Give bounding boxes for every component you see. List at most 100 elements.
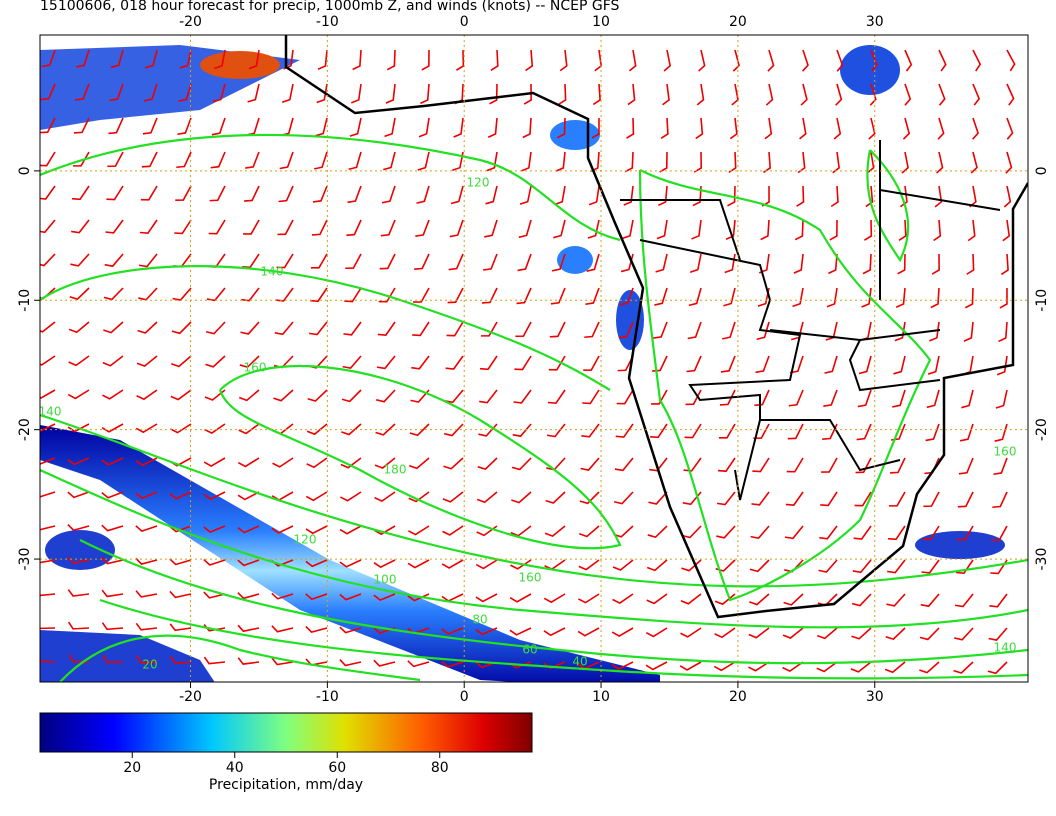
wind-barb: [660, 117, 669, 140]
wind-barb: [170, 423, 192, 434]
wind-barb: [936, 151, 944, 174]
wind-barb: [475, 559, 498, 570]
wind-barb: [101, 423, 124, 433]
wind-barb: [549, 321, 566, 338]
wind-barb: [305, 593, 328, 601]
wind-barb: [441, 559, 464, 569]
x-tick-label: 30: [866, 689, 884, 705]
contour-label: 140: [39, 405, 62, 419]
wind-barb: [40, 423, 56, 432]
wind-barb: [723, 287, 736, 307]
precip-area: [550, 120, 600, 150]
wind-barb: [828, 253, 838, 275]
wind-barb: [792, 287, 804, 308]
wind-barb: [480, 321, 498, 337]
wind-barb: [519, 185, 532, 205]
wind-barb: [138, 287, 158, 301]
wind-barb: [174, 219, 192, 235]
colorbar-tick-label: 80: [431, 760, 449, 776]
wind-barb: [785, 491, 804, 506]
wind-barb: [695, 117, 704, 140]
wind-barb: [823, 389, 838, 407]
wind-barb: [623, 185, 634, 206]
wind-barb: [271, 657, 294, 666]
borders: [620, 140, 1001, 501]
y-tick-label: 0: [1034, 166, 1050, 175]
wind-barb: [214, 49, 226, 70]
colorbar-tick-label: 20: [123, 760, 141, 776]
wind-barb: [662, 83, 670, 106]
wind-barb: [558, 83, 567, 105]
wind-barb: [135, 457, 158, 467]
wind-barb: [994, 423, 1008, 442]
coastline: [284, 35, 1028, 619]
precip-area: [40, 630, 215, 682]
wind-barb: [545, 491, 566, 504]
wind-barb: [339, 525, 362, 535]
wind-barb: [801, 49, 809, 72]
wind-barb: [626, 117, 635, 139]
wind-barb: [101, 589, 124, 598]
wind-barb: [475, 661, 498, 669]
wind-barb: [820, 491, 838, 507]
wind-barb: [832, 151, 840, 174]
wind-barb: [988, 627, 1008, 641]
wind-barb: [688, 287, 702, 307]
wind-barb: [687, 321, 702, 340]
x-tick-label: 20: [729, 689, 747, 705]
wind-barb: [385, 83, 396, 104]
wind-barb: [972, 49, 982, 72]
wind-barb: [761, 185, 770, 207]
wind-barb: [614, 457, 634, 472]
wind-barb: [588, 185, 600, 206]
wind-barb: [407, 660, 430, 668]
wind-barb: [408, 491, 430, 503]
wind-barb: [169, 656, 192, 664]
wind-barb: [1006, 49, 1016, 72]
wind-barb: [510, 559, 532, 570]
wind-barb: [646, 559, 668, 572]
wind-barb: [105, 219, 124, 234]
precipitation: [40, 45, 1005, 682]
wind-barb: [40, 621, 56, 630]
wind-barb: [581, 423, 600, 438]
wind-barb: [553, 219, 566, 239]
wind-barb: [211, 117, 226, 136]
x-tick-label: -10: [316, 689, 339, 705]
wind-barb: [210, 151, 226, 169]
wind-barb: [995, 389, 1008, 409]
x-tick-label: 10: [592, 14, 610, 30]
x-tick-label: 20: [729, 14, 747, 30]
wind-barb: [850, 661, 872, 673]
wind-barb: [135, 557, 158, 565]
wind-barb: [348, 151, 362, 171]
wind-barb: [931, 253, 940, 275]
wind-barb: [1006, 83, 1015, 106]
wind-barb: [654, 287, 668, 306]
wind-barb: [925, 423, 940, 442]
wind-barb: [868, 117, 876, 140]
wind-barb: [963, 321, 974, 342]
wind-barb: [824, 355, 838, 374]
wind-barb: [972, 83, 981, 106]
wind-barb: [515, 321, 532, 338]
wind-barb: [413, 287, 430, 303]
wind-barb: [714, 593, 736, 606]
wind-barb: [237, 592, 260, 600]
x-tick-label: -10: [316, 14, 339, 30]
precip-band: [40, 425, 660, 682]
contour: [79, 539, 1028, 665]
wind-barb: [853, 525, 872, 540]
wind-barb: [959, 423, 974, 442]
wind-barb: [139, 219, 158, 235]
wind-barb: [897, 253, 906, 275]
wind-barb: [686, 355, 702, 373]
wind-barb: [587, 219, 600, 239]
axes: -20 -20 -10 -10 0 0 10 10 20 20 30 30 0 0 -10 -10 -20 -20…: [17, 14, 1050, 705]
wind-barb: [861, 287, 872, 308]
wind-barb: [756, 321, 770, 341]
wind-barb: [237, 624, 260, 633]
wind-barb: [279, 151, 294, 170]
wind-barb: [446, 321, 464, 337]
wind-barb: [521, 151, 532, 172]
